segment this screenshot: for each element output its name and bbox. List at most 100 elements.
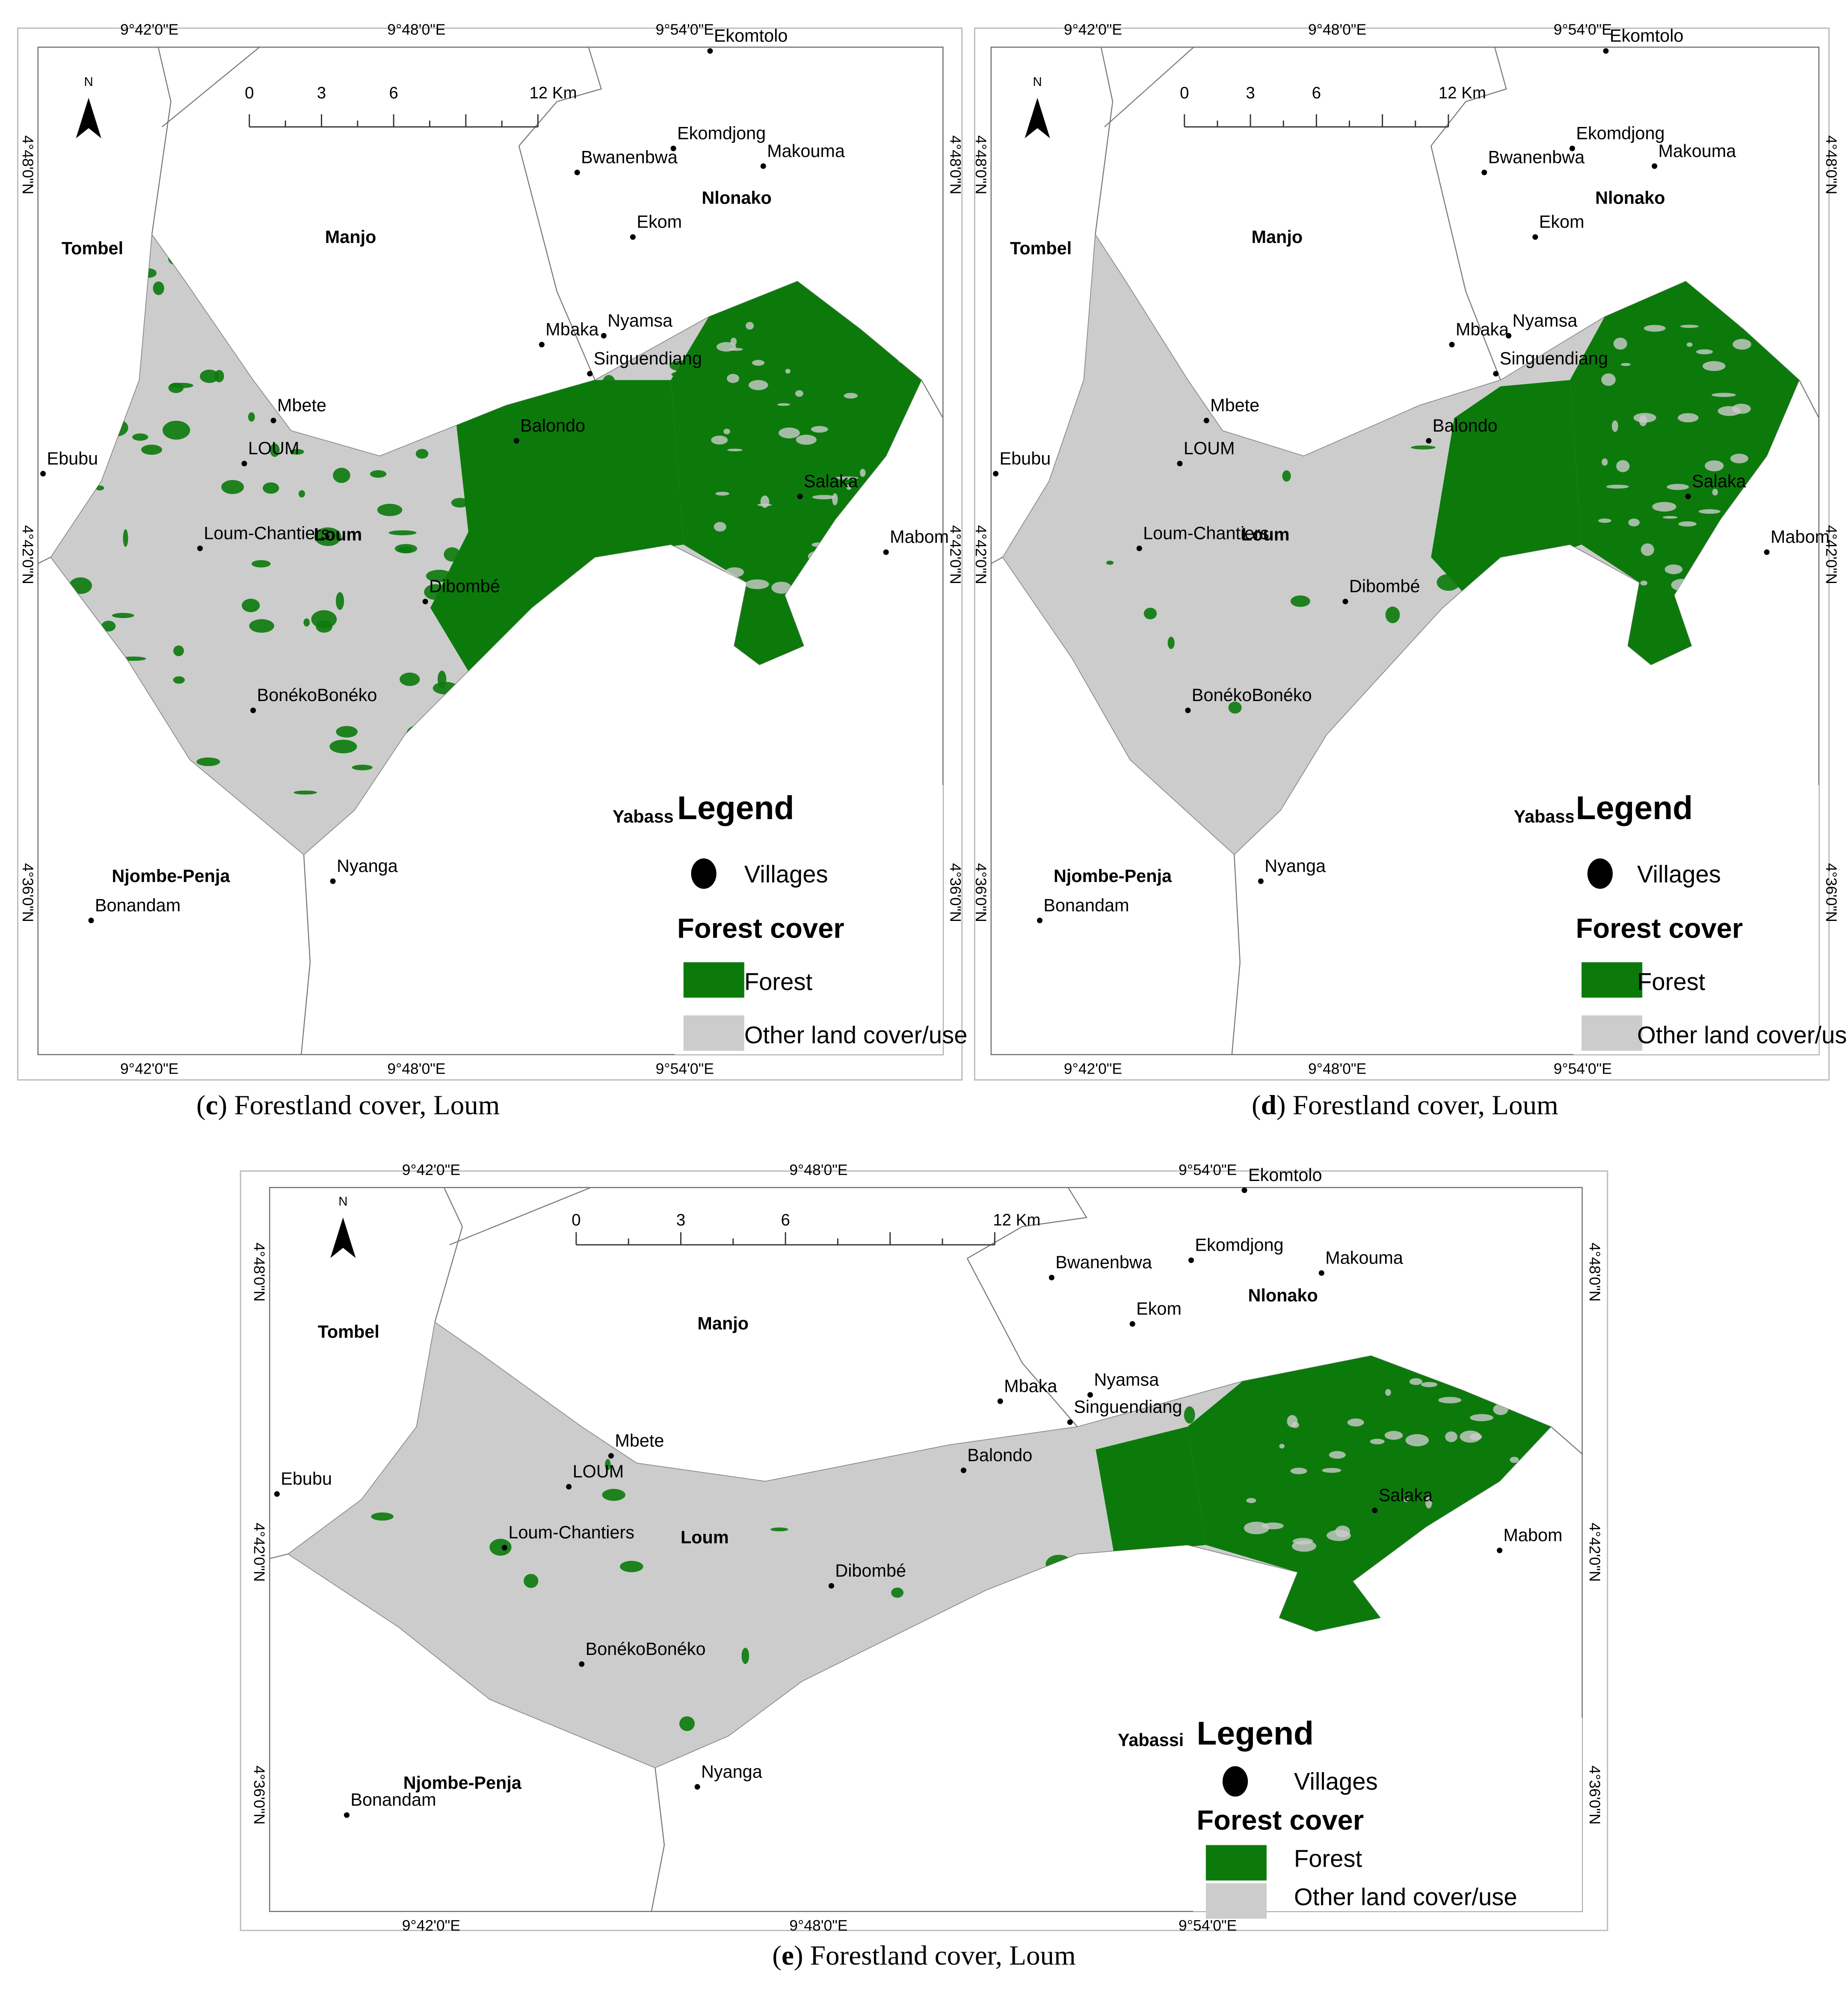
scale-label: 6 (1312, 84, 1321, 102)
clearing-patch (779, 427, 800, 438)
map-panel: 9°42'0"E 9°42'0"E 9°48'0"E 9°48'0"E 9°54'0"E… (972, 21, 1848, 1121)
village-dot (587, 371, 593, 377)
village-dot (330, 878, 336, 884)
clearing-patch (745, 322, 754, 330)
caption-part: c (206, 1090, 218, 1121)
forest-patch (671, 371, 691, 378)
village-label: Singuendiang (594, 349, 702, 368)
clearing-patch (716, 342, 736, 352)
village-label: Ekomtolo (1610, 26, 1684, 46)
forest-patch (567, 439, 595, 451)
village-dot (241, 461, 247, 467)
clearing-patch (1644, 325, 1666, 332)
legend-title: Legend (677, 790, 794, 826)
forest-patch (669, 360, 690, 371)
village-label: Bonandam (95, 895, 181, 915)
clearing-patch (1718, 406, 1741, 416)
forest-patch (290, 449, 304, 455)
village-label: Bonandam (350, 1790, 436, 1810)
caption-part: ) Forestland cover, Loum (794, 1940, 1076, 1971)
village-label: Loum-Chantiers (1143, 523, 1269, 543)
forest-patch (518, 564, 539, 577)
village-dot (1652, 163, 1658, 169)
boundary-line (161, 47, 260, 127)
village-dot (1342, 598, 1348, 604)
village-dot (574, 169, 580, 175)
forest-patch (371, 1512, 394, 1521)
clearing-patch (1712, 488, 1718, 496)
latitude-label: 4°48'0"N (972, 135, 989, 194)
forest-patch (1411, 445, 1436, 450)
latitude-label: 4°48'0"N (19, 135, 36, 194)
clearing-patch (711, 435, 728, 445)
forest-patch (270, 443, 280, 457)
village-label: Mabom (1771, 527, 1830, 547)
legend-label: Villages (1294, 1768, 1378, 1795)
latitude-label: 4°48'0"N (1823, 135, 1840, 194)
forest-patch (669, 489, 690, 506)
forest-patch (634, 478, 656, 486)
forest-patch (612, 512, 637, 526)
forest-patch (123, 529, 128, 547)
forest-patch (509, 534, 530, 542)
village-dot (1532, 234, 1538, 240)
forest-patch (530, 404, 535, 412)
region-label: Manjo (325, 227, 376, 247)
forest-patch (377, 503, 403, 516)
village-dot (1188, 1257, 1194, 1263)
village-label: Loum-Chantiers (204, 523, 330, 543)
clearing-patch (1616, 460, 1630, 472)
forest-patch (221, 480, 244, 494)
longitude-label: 9°42'0"E (1064, 21, 1122, 38)
forest-patch (524, 1574, 539, 1588)
village-label: Ekomtolo (714, 26, 788, 46)
clearing-patch (727, 448, 743, 452)
legend-label: Forest (744, 968, 813, 995)
forest-patch (426, 569, 453, 583)
clearing-patch (1404, 1498, 1409, 1502)
forest-patch (173, 676, 185, 684)
clearing-patch (1730, 453, 1749, 464)
forest-patch (298, 490, 305, 497)
village-label: Salaka (804, 471, 859, 491)
region-label: Nlonako (702, 188, 771, 207)
longitude-label: 9°48'0"E (387, 21, 445, 38)
region-label: Manjo (697, 1314, 749, 1333)
latitude-label: 4°36'0"N (1823, 863, 1840, 922)
legend-village-symbol (1587, 858, 1613, 889)
village-label: Salaka (1379, 1485, 1433, 1505)
latitude-label: 4°36'0"N (19, 863, 36, 922)
village-label: Ekom (1539, 212, 1584, 231)
clearing-patch (745, 579, 769, 589)
north-label: N (1033, 75, 1042, 89)
village-label: LOUM (1184, 438, 1235, 458)
boundary-line (1550, 1426, 1583, 1455)
village-dot (1493, 371, 1499, 377)
longitude-label: 9°48'0"E (789, 1917, 847, 1934)
map-panel: 9°42'0"E 9°42'0"E 9°48'0"E 9°48'0"E 9°54'0"E… (17, 21, 968, 1121)
village-label: BonékoBonéko (257, 685, 377, 705)
forest-patch (522, 420, 542, 435)
legend-forest-swatch (1205, 1845, 1267, 1881)
clearing-patch (1680, 325, 1699, 328)
scale-label: 6 (781, 1211, 790, 1229)
village-dot (1603, 48, 1609, 54)
clearing-patch (1602, 458, 1608, 466)
clearing-patch (1347, 1418, 1364, 1427)
village-dot (1764, 549, 1770, 555)
forest-patch (1143, 607, 1157, 619)
region-label: Yabassi (613, 807, 678, 826)
clearing-patch (1696, 349, 1713, 355)
forest-patch (529, 488, 540, 503)
boundary-line (1430, 145, 1501, 380)
boundary-line (1798, 379, 1819, 418)
village-dot (608, 1453, 614, 1459)
forest-area (1431, 380, 1582, 595)
village-label: Mbete (615, 1431, 664, 1450)
clearing-patch (795, 390, 803, 397)
clearing-patch (1601, 373, 1616, 386)
legend-other-swatch (683, 1015, 744, 1051)
longitude-label: 9°54'0"E (1179, 1161, 1237, 1178)
forest-area (1096, 1427, 1206, 1554)
